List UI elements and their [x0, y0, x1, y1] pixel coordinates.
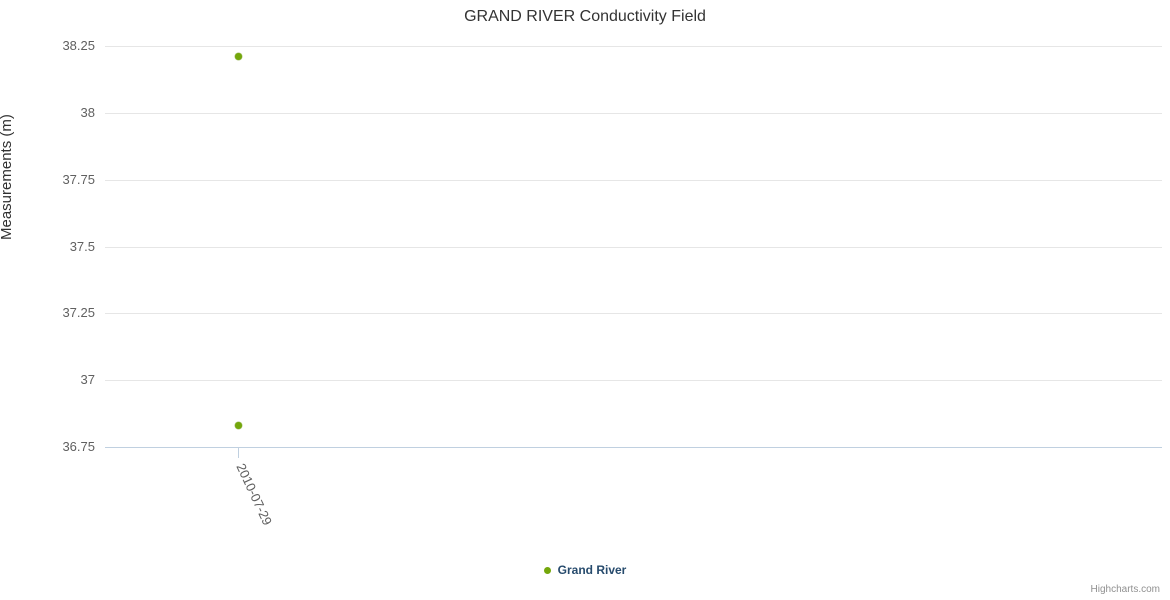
y-axis-tick-label: 38: [80, 104, 95, 120]
legend-item-label: Grand River: [557, 563, 627, 577]
x-axis-line: [105, 447, 1162, 448]
y-gridline: [105, 313, 1162, 315]
y-gridline: [105, 112, 1162, 114]
highcharts-credit-link[interactable]: Highcharts.com: [1090, 584, 1160, 595]
y-axis-tick-label: 36.75: [62, 439, 95, 454]
y-axis-tick-label: 38.25: [62, 38, 95, 53]
y-axis-tick-label: 37: [80, 372, 95, 388]
y-gridline: [105, 179, 1162, 181]
legend-marker-icon: [543, 566, 551, 574]
y-axis-tick-label: 37.75: [62, 171, 95, 187]
y-gridline: [105, 246, 1162, 248]
y-axis-tick-label: 37.5: [69, 238, 95, 254]
y-axis-labels: 38.25 38 37.75 37.5 37.25 37 36.75: [0, 0, 95, 600]
x-axis-tick: [237, 448, 239, 458]
chart-legend: Grand River: [0, 563, 1170, 577]
y-gridline: [105, 46, 1162, 47]
data-point[interactable]: [234, 53, 242, 61]
y-gridline: [105, 380, 1162, 382]
legend-item-grand-river[interactable]: Grand River: [543, 563, 627, 577]
chart-title: GRAND RIVER Conductivity Field: [464, 8, 706, 25]
plot-area: [105, 46, 1162, 448]
x-axis-tick-label: 2010-07-29: [232, 461, 275, 528]
data-point[interactable]: [234, 422, 242, 430]
y-axis-tick-label: 37.25: [62, 305, 95, 321]
